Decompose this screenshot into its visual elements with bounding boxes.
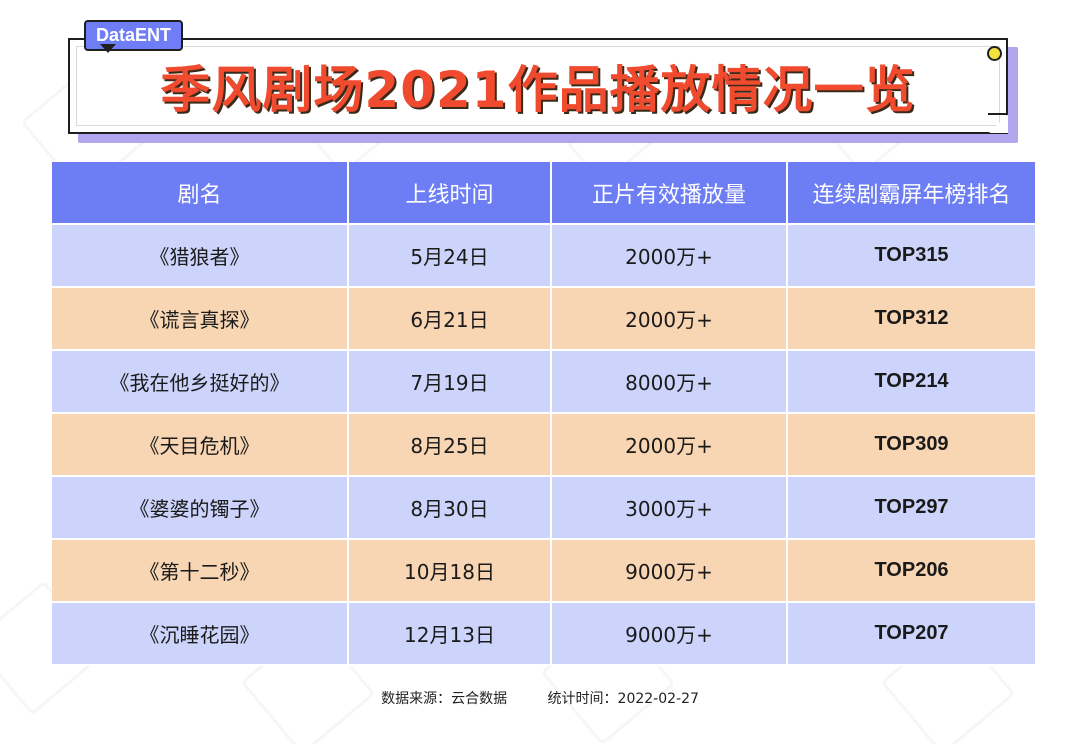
brand-tag: DataENT bbox=[84, 20, 184, 51]
cell-plays: 9000万+ bbox=[551, 602, 788, 666]
footer-stat-time: 统计时间：2022-02-27 bbox=[547, 691, 699, 707]
table-row: 《我在他乡挺好的》 7月19日 8000万+ TOP214 bbox=[52, 350, 1035, 414]
brand-tag-pointer bbox=[100, 44, 116, 53]
cell-plays: 2000万+ bbox=[551, 413, 788, 477]
cell-date: 7月19日 bbox=[348, 350, 552, 414]
table-row: 《谎言真探》 6月21日 2000万+ TOP312 bbox=[52, 287, 1035, 351]
cell-name: 《沉睡花园》 bbox=[52, 602, 349, 666]
table-row: 《猎狼者》 5月24日 2000万+ TOP315 bbox=[52, 224, 1035, 288]
footer-source: 数据来源：云合数据 bbox=[381, 691, 508, 707]
page-title: 季风剧场2021作品播放情况一览 bbox=[160, 61, 916, 119]
cell-plays: 2000万+ bbox=[551, 287, 788, 351]
cell-rank: TOP315 bbox=[787, 224, 1035, 288]
table-row: 《婆婆的镯子》 8月30日 3000万+ TOP297 bbox=[52, 476, 1035, 540]
cell-date: 8月30日 bbox=[348, 476, 552, 540]
cell-rank: TOP312 bbox=[787, 287, 1035, 351]
cell-date: 6月21日 bbox=[348, 287, 552, 351]
cell-date: 12月13日 bbox=[348, 602, 552, 666]
drama-table: 剧名 上线时间 正片有效播放量 连续剧霸屏年榜排名 《猎狼者》 5月24日 2000… bbox=[52, 162, 1035, 666]
cell-date: 5月24日 bbox=[348, 224, 552, 288]
header-rank: 连续剧霸屏年榜排名 bbox=[787, 162, 1035, 225]
cell-rank: TOP309 bbox=[787, 413, 1035, 477]
cell-plays: 8000万+ bbox=[551, 350, 788, 414]
cell-name: 《第十二秒》 bbox=[52, 539, 349, 603]
table-row: 《沉睡花园》 12月13日 9000万+ TOP207 bbox=[52, 602, 1035, 666]
cell-plays: 3000万+ bbox=[551, 476, 788, 540]
corner-fold-icon bbox=[988, 113, 1008, 133]
table-row: 《第十二秒》 10月18日 9000万+ TOP206 bbox=[52, 539, 1035, 603]
header-name: 剧名 bbox=[52, 162, 349, 225]
footer: 数据来源：云合数据 统计时间：2022-02-27 bbox=[0, 688, 1080, 708]
table-header-row: 剧名 上线时间 正片有效播放量 连续剧霸屏年榜排名 bbox=[52, 162, 1035, 225]
cell-date: 8月25日 bbox=[348, 413, 552, 477]
yellow-dot-icon bbox=[987, 46, 1002, 61]
title-card: 季风剧场2021作品播放情况一览 bbox=[68, 38, 1008, 134]
cell-rank: TOP207 bbox=[787, 602, 1035, 666]
cell-name: 《猎狼者》 bbox=[52, 224, 349, 288]
cell-name: 《我在他乡挺好的》 bbox=[52, 350, 349, 414]
cell-plays: 2000万+ bbox=[551, 224, 788, 288]
cell-rank: TOP214 bbox=[787, 350, 1035, 414]
header-plays: 正片有效播放量 bbox=[551, 162, 788, 225]
header-date: 上线时间 bbox=[348, 162, 552, 225]
cell-name: 《天目危机》 bbox=[52, 413, 349, 477]
cell-rank: TOP297 bbox=[787, 476, 1035, 540]
cell-plays: 9000万+ bbox=[551, 539, 788, 603]
table-row: 《天目危机》 8月25日 2000万+ TOP309 bbox=[52, 413, 1035, 477]
cell-name: 《婆婆的镯子》 bbox=[52, 476, 349, 540]
cell-name: 《谎言真探》 bbox=[52, 287, 349, 351]
cell-date: 10月18日 bbox=[348, 539, 552, 603]
cell-rank: TOP206 bbox=[787, 539, 1035, 603]
